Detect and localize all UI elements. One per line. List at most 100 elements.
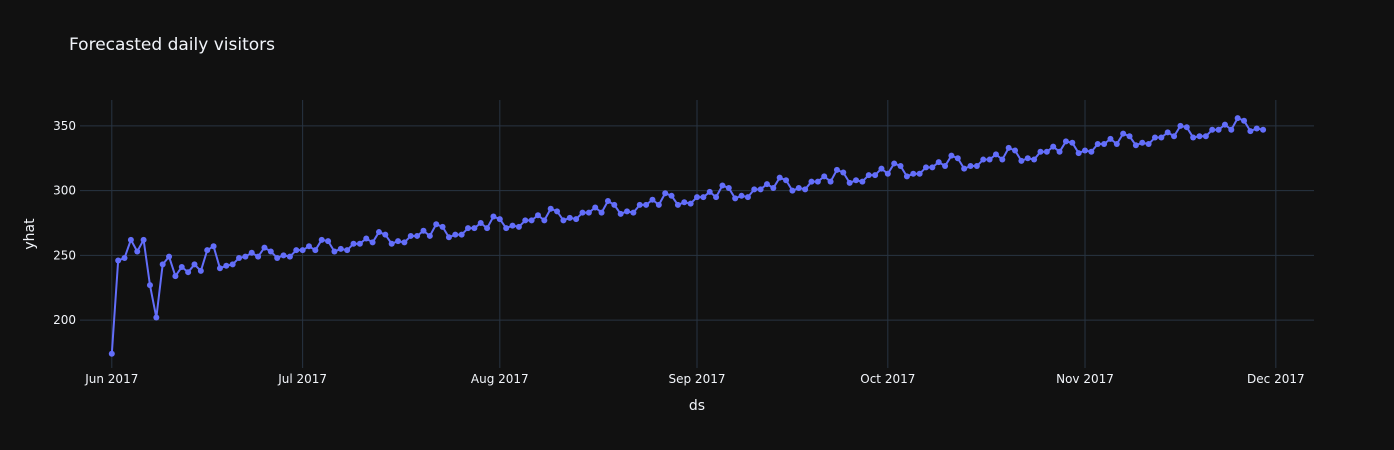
data-point[interactable]: [954, 155, 961, 162]
data-point[interactable]: [636, 201, 643, 208]
data-point[interactable]: [1132, 142, 1139, 149]
data-point[interactable]: [375, 229, 382, 236]
data-point[interactable]: [395, 238, 402, 245]
data-point[interactable]: [134, 248, 141, 255]
data-point[interactable]: [738, 192, 745, 199]
data-point[interactable]: [1221, 121, 1228, 128]
data-point[interactable]: [185, 269, 192, 276]
data-point[interactable]: [1177, 122, 1184, 129]
data-point[interactable]: [1183, 124, 1190, 131]
data-point[interactable]: [611, 201, 618, 208]
data-point[interactable]: [751, 186, 758, 193]
data-point[interactable]: [1171, 133, 1178, 140]
data-point[interactable]: [846, 179, 853, 186]
data-point[interactable]: [331, 248, 338, 255]
data-point[interactable]: [121, 254, 128, 261]
data-point[interactable]: [216, 265, 223, 272]
data-point[interactable]: [903, 173, 910, 180]
data-point[interactable]: [897, 163, 904, 170]
data-point[interactable]: [1158, 134, 1165, 141]
data-point[interactable]: [719, 182, 726, 189]
data-point[interactable]: [1215, 126, 1222, 133]
data-point[interactable]: [566, 214, 573, 221]
data-point[interactable]: [1247, 128, 1254, 135]
data-point[interactable]: [503, 225, 510, 232]
data-point[interactable]: [515, 223, 522, 230]
data-point[interactable]: [992, 151, 999, 158]
data-point[interactable]: [630, 209, 637, 216]
data-point[interactable]: [935, 159, 942, 166]
data-point[interactable]: [973, 163, 980, 170]
data-point[interactable]: [484, 225, 491, 232]
data-point[interactable]: [344, 247, 351, 254]
data-point[interactable]: [694, 194, 700, 201]
data-point[interactable]: [649, 196, 656, 203]
data-point[interactable]: [624, 208, 631, 215]
data-point[interactable]: [1082, 147, 1089, 154]
data-point[interactable]: [1018, 157, 1025, 164]
data-point[interactable]: [293, 247, 300, 254]
data-point[interactable]: [929, 164, 936, 171]
data-point[interactable]: [522, 217, 529, 224]
data-point[interactable]: [401, 239, 408, 246]
data-point[interactable]: [554, 208, 561, 215]
data-point[interactable]: [286, 253, 293, 260]
data-point[interactable]: [229, 261, 236, 268]
data-point[interactable]: [1120, 130, 1127, 137]
data-point[interactable]: [1151, 134, 1158, 141]
data-point[interactable]: [859, 178, 866, 185]
data-point[interactable]: [127, 236, 134, 243]
data-point[interactable]: [795, 185, 802, 192]
data-point[interactable]: [668, 192, 675, 199]
data-point[interactable]: [496, 216, 503, 223]
data-point[interactable]: [579, 209, 586, 216]
data-point[interactable]: [681, 199, 688, 206]
data-point[interactable]: [560, 217, 567, 224]
data-point[interactable]: [490, 213, 497, 220]
data-point[interactable]: [643, 201, 650, 208]
data-point[interactable]: [604, 197, 611, 204]
data-point[interactable]: [236, 254, 243, 261]
data-point[interactable]: [744, 194, 751, 201]
data-point[interactable]: [585, 209, 592, 216]
data-point[interactable]: [776, 174, 783, 181]
data-point[interactable]: [1005, 144, 1012, 151]
data-point[interactable]: [369, 239, 376, 246]
data-point[interactable]: [1145, 141, 1152, 148]
data-point[interactable]: [1139, 139, 1146, 146]
data-point[interactable]: [980, 156, 987, 163]
data-point[interactable]: [255, 253, 262, 260]
data-point[interactable]: [528, 217, 535, 224]
data-point[interactable]: [789, 187, 796, 194]
data-point[interactable]: [242, 253, 249, 260]
data-point[interactable]: [248, 249, 255, 256]
data-point[interactable]: [108, 350, 115, 357]
data-point[interactable]: [382, 231, 389, 238]
data-point[interactable]: [783, 177, 790, 184]
data-point[interactable]: [1094, 141, 1101, 148]
data-point[interactable]: [1031, 156, 1038, 163]
data-point[interactable]: [598, 209, 605, 216]
data-point[interactable]: [204, 247, 211, 254]
data-point[interactable]: [210, 243, 217, 250]
data-point[interactable]: [986, 156, 993, 163]
data-point[interactable]: [814, 178, 821, 185]
data-point[interactable]: [159, 261, 166, 268]
data-point[interactable]: [471, 225, 478, 232]
data-point[interactable]: [1043, 148, 1050, 155]
data-point[interactable]: [477, 220, 484, 226]
data-point[interactable]: [1069, 139, 1076, 146]
data-point[interactable]: [197, 267, 204, 274]
data-point[interactable]: [1209, 126, 1216, 133]
data-point[interactable]: [1056, 148, 1063, 155]
data-point[interactable]: [274, 254, 281, 261]
data-point[interactable]: [865, 172, 872, 179]
data-point[interactable]: [592, 204, 599, 211]
data-point[interactable]: [713, 194, 720, 201]
data-point[interactable]: [452, 231, 459, 238]
data-point[interactable]: [1012, 147, 1019, 154]
data-point[interactable]: [706, 188, 713, 195]
data-point[interactable]: [916, 170, 923, 177]
data-point[interactable]: [115, 257, 122, 264]
data-point[interactable]: [305, 243, 312, 250]
